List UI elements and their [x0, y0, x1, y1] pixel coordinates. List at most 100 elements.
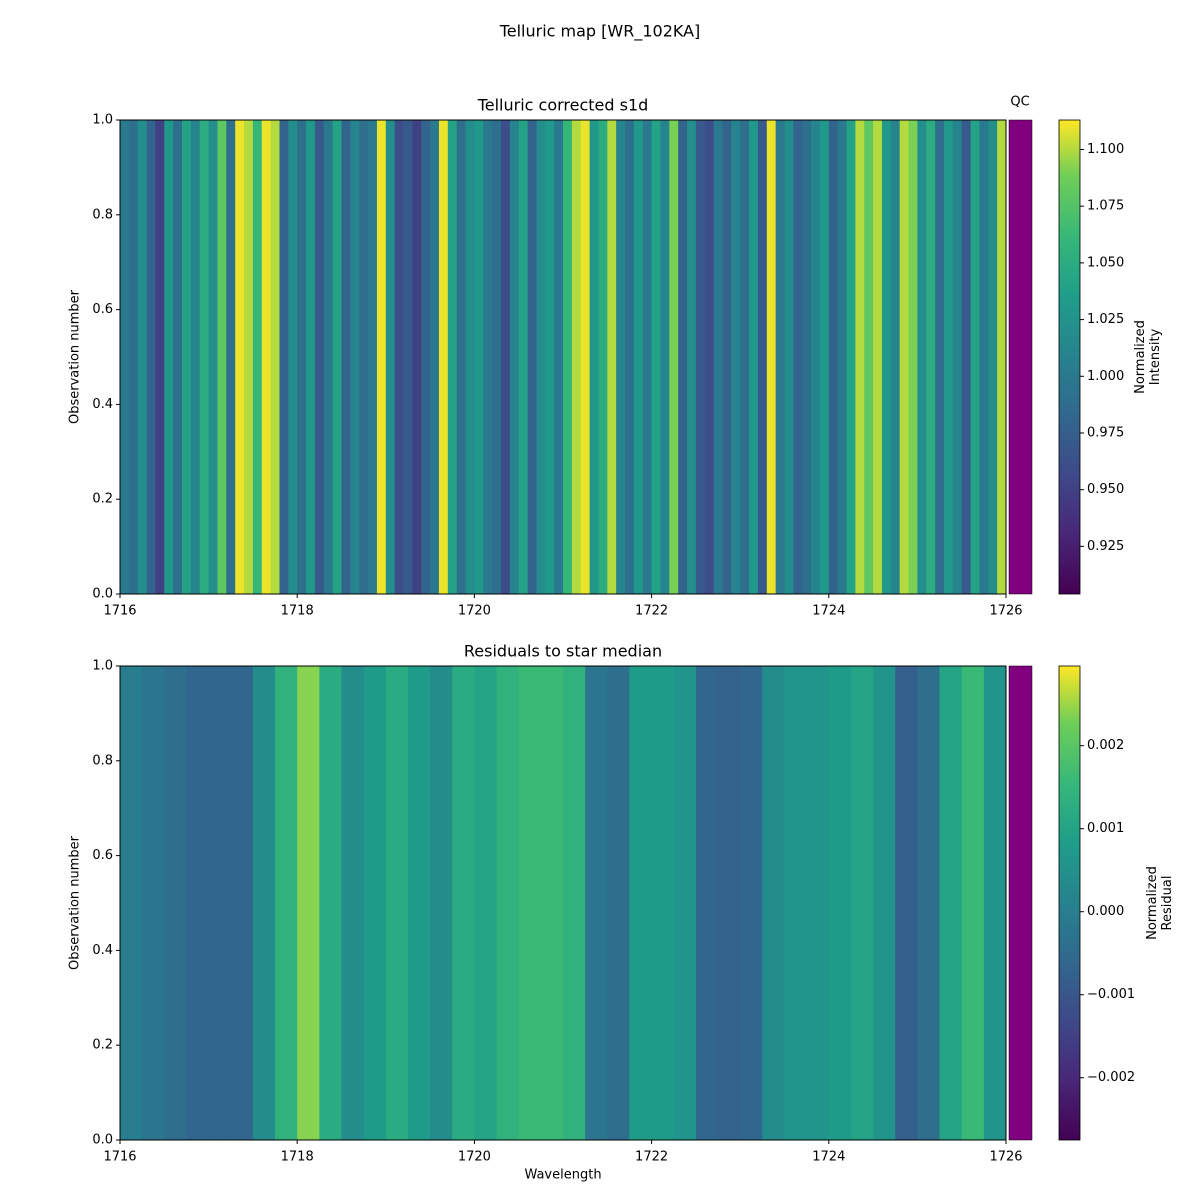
- heat-cell: [997, 120, 1007, 594]
- heat-cell: [527, 120, 537, 594]
- heat-cell: [607, 666, 630, 1140]
- heat-cell: [943, 120, 954, 594]
- heat-cell: [226, 120, 236, 594]
- y-tick-label: 0.0: [92, 1133, 113, 1148]
- heat-cell: [616, 120, 626, 594]
- heat-cell: [895, 666, 918, 1140]
- heat-cell: [979, 120, 989, 594]
- heat-cell: [430, 120, 440, 594]
- heat-cell: [173, 120, 183, 594]
- heat-cell: [288, 120, 298, 594]
- x-tick-label: 1722: [635, 1150, 668, 1165]
- heat-cell: [120, 666, 143, 1140]
- heat-cell: [828, 120, 839, 594]
- colorbar-label: Normalized: [1145, 866, 1160, 940]
- heat-cell: [757, 120, 768, 594]
- heat-cell: [828, 666, 852, 1140]
- heat-cell: [297, 666, 320, 1140]
- x-tick-label: 1722: [635, 604, 668, 619]
- heat-cell: [492, 120, 502, 594]
- heat-cell: [407, 666, 431, 1140]
- heat-cell: [669, 120, 679, 594]
- heat-cell: [421, 120, 431, 594]
- colorbar: [1058, 665, 1081, 1141]
- heat-cell: [571, 120, 582, 594]
- colorbar-tick-label: 0.950: [1087, 482, 1124, 497]
- y-axis-label: Observation number: [68, 289, 83, 424]
- heat-cell: [633, 120, 644, 594]
- heat-cell: [496, 666, 520, 1140]
- heat-cell: [509, 120, 520, 594]
- heat-cell: [806, 666, 830, 1140]
- colorbar-tick-label: 1.100: [1087, 142, 1124, 157]
- heat-cell: [917, 666, 940, 1140]
- heat-cell: [368, 120, 378, 594]
- heat-cell: [270, 120, 280, 594]
- heat-cell: [465, 120, 475, 594]
- heat-cell: [403, 120, 413, 594]
- axes-frame: [119, 665, 1007, 1141]
- heat-cell: [155, 120, 165, 594]
- heat-cell: [190, 120, 201, 594]
- heat-cell: [323, 120, 334, 594]
- x-tick-label: 1716: [103, 1150, 136, 1165]
- heat-cell: [447, 120, 458, 594]
- x-tick-label: 1724: [812, 604, 845, 619]
- colorbar-tick-label: 0.001: [1087, 821, 1124, 836]
- heat-cell: [988, 120, 998, 594]
- heat-cell: [939, 666, 963, 1140]
- colorbar-tick-label: 0.925: [1087, 539, 1124, 554]
- heat-cell: [695, 120, 706, 594]
- y-tick-label: 0.4: [92, 943, 113, 958]
- heat-cell: [199, 120, 209, 594]
- heat-cell: [208, 120, 218, 594]
- heat-cell: [350, 120, 360, 594]
- heat-cell: [252, 120, 263, 594]
- colorbar-tick-label: −0.002: [1087, 1070, 1135, 1085]
- heat-cell: [580, 120, 590, 594]
- heat-cell: [230, 666, 254, 1140]
- x-axis-label: Wavelength: [524, 1168, 601, 1183]
- heat-cell: [704, 120, 715, 594]
- heat-cell: [846, 120, 856, 594]
- colorbar-tick-label: 1.000: [1087, 369, 1124, 384]
- qc-strip: [1008, 665, 1033, 1141]
- colorbar-label: Normalized: [1133, 320, 1148, 394]
- heat-cell: [474, 120, 484, 594]
- colorbar-tick-label: 0.002: [1087, 738, 1124, 753]
- heat-cell: [452, 666, 475, 1140]
- y-tick-label: 0.8: [92, 207, 113, 222]
- heat-cell: [319, 666, 342, 1140]
- x-tick-label: 1726: [989, 1150, 1022, 1165]
- heat-cell: [625, 120, 635, 594]
- y-tick-label: 0.2: [92, 1038, 113, 1053]
- axes-frame: [119, 119, 1007, 595]
- y-tick-label: 0.2: [92, 492, 113, 507]
- heat-cell: [749, 120, 759, 594]
- heat-cell: [244, 120, 254, 594]
- heat-cell: [983, 666, 1007, 1140]
- heat-cell: [585, 666, 608, 1140]
- heat-cell: [554, 120, 564, 594]
- heat-cell: [731, 120, 741, 594]
- heat-cell: [864, 120, 874, 594]
- heat-cell: [718, 666, 741, 1140]
- heat-cell: [784, 666, 808, 1140]
- heat-cell: [341, 666, 365, 1140]
- y-tick-label: 1.0: [92, 113, 113, 128]
- y-tick-label: 0.6: [92, 302, 113, 317]
- heat-cell: [412, 120, 422, 594]
- heat-cell: [793, 120, 803, 594]
- heat-cell: [961, 120, 971, 594]
- heat-cell: [784, 120, 794, 594]
- heat-cell: [332, 120, 342, 594]
- heat-cell: [811, 120, 821, 594]
- heat-cell: [279, 120, 289, 594]
- heat-cell: [687, 120, 697, 594]
- heat-cell: [563, 666, 586, 1140]
- axes-title: Telluric corrected s1d: [477, 96, 649, 115]
- heat-cell: [642, 120, 652, 594]
- heat-cell: [376, 120, 387, 594]
- heat-cell: [722, 120, 732, 594]
- heat-cell: [483, 120, 493, 594]
